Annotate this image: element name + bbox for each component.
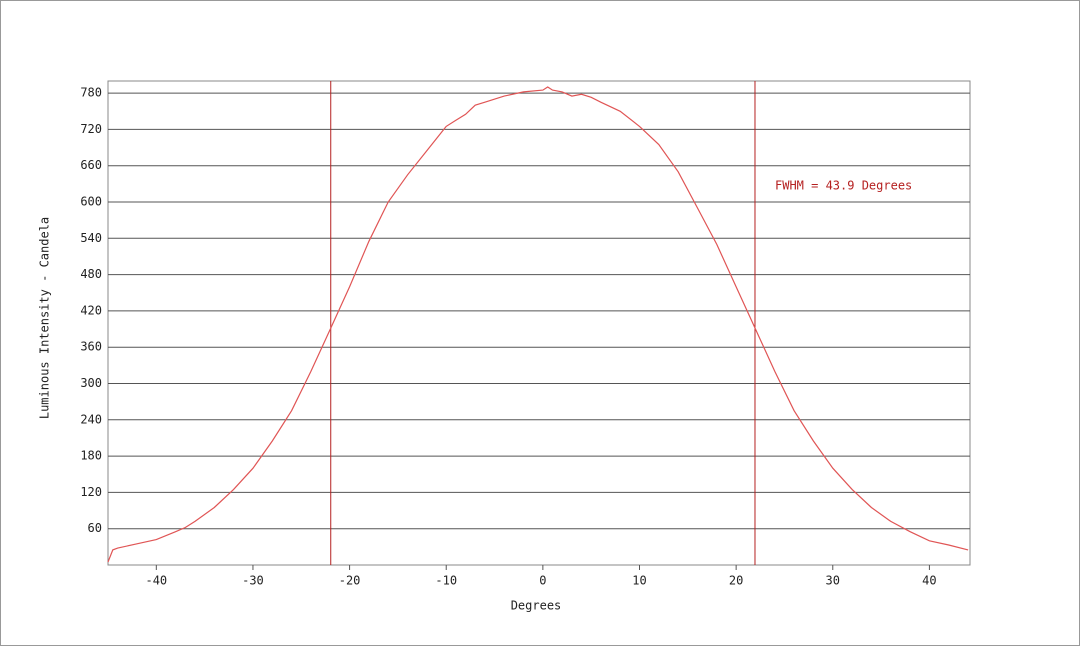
- y-tick-label: 180: [80, 449, 102, 463]
- x-tick-label: 30: [826, 574, 840, 588]
- x-tick-label: 0: [539, 574, 546, 588]
- y-tick-label: 60: [88, 521, 102, 535]
- y-tick-label: 780: [80, 86, 102, 100]
- y-tick-label: 120: [80, 485, 102, 499]
- intensity-curve: [107, 86, 969, 563]
- y-tick-label: 360: [80, 340, 102, 354]
- x-tick-label: 20: [729, 574, 743, 588]
- y-tick-label: 300: [80, 376, 102, 390]
- x-tick-label: 40: [922, 574, 936, 588]
- annotation: FWHM = 43.9 Degrees: [775, 179, 912, 193]
- x-tick-label: -20: [339, 574, 361, 588]
- y-tick-label: 660: [80, 158, 102, 172]
- y-tick-label: 540: [80, 231, 102, 245]
- y-tick-label: 420: [80, 303, 102, 317]
- y-tick-label: 480: [80, 267, 102, 281]
- x-tick-label: -30: [242, 574, 264, 588]
- y-tick-label: 720: [80, 122, 102, 136]
- y-tick-label: 240: [80, 412, 102, 426]
- x-axis-label: Degrees: [511, 599, 562, 613]
- y-axis-label: Luminous Intensity - Candela: [38, 217, 52, 419]
- y-tick-label: 600: [80, 195, 102, 209]
- plot-area: [107, 80, 971, 566]
- x-tick-label: -40: [145, 574, 167, 588]
- x-tick-label: -10: [435, 574, 457, 588]
- x-tick-label: 10: [632, 574, 646, 588]
